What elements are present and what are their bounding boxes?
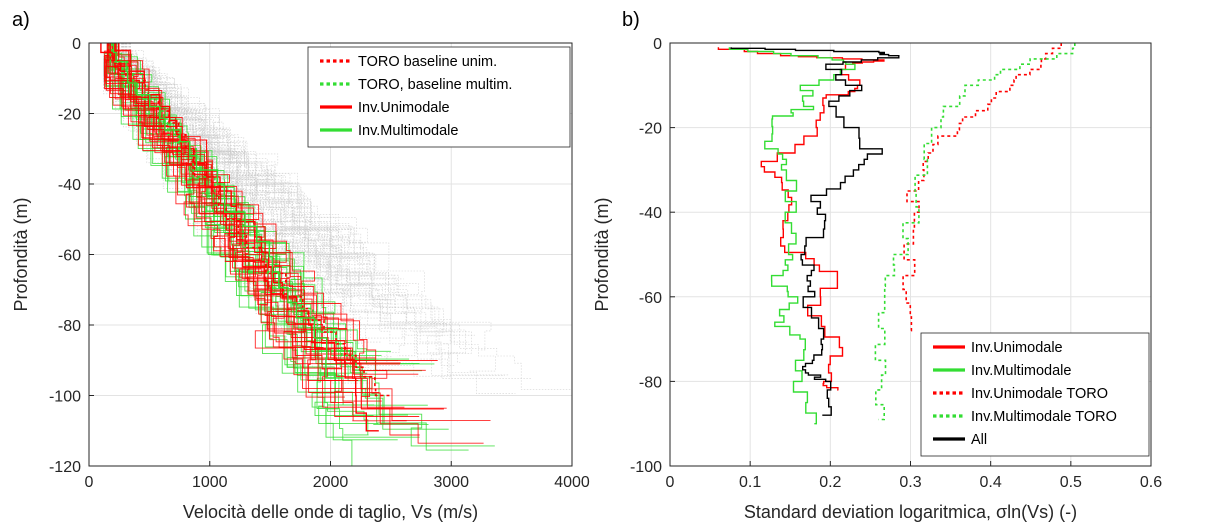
- y-tick-label: -40: [639, 205, 662, 222]
- series-line-2: [902, 43, 1062, 332]
- panel-label: b): [622, 9, 640, 31]
- legend-entry: Inv.Multimodale: [971, 363, 1071, 379]
- y-tick-label: -100: [630, 459, 662, 476]
- y-tick-label: -20: [639, 121, 662, 138]
- series-line-1: [109, 43, 361, 369]
- x-tick-label: 0: [666, 474, 675, 491]
- ensemble-profile: [113, 43, 375, 284]
- ensemble-profile: [123, 43, 371, 265]
- ensemble-profile: [122, 43, 492, 351]
- ensemble-profile: [103, 43, 360, 254]
- legend-entry: Inv.Unimodale TORO: [971, 386, 1108, 402]
- ensemble-profile: [103, 43, 441, 327]
- legend-entry: All: [971, 432, 987, 448]
- chart-panel-b: 0 0.1 0.2 0.3 0.4 0.5 0.6 0 -20 -40 -60 -80 -100 Stan…: [592, 9, 1162, 522]
- x-tick-label: 0.6: [1140, 474, 1162, 491]
- x-tick-label: 0.5: [1060, 474, 1082, 491]
- y-tick-label: -60: [639, 290, 662, 307]
- ensemble-profile: [113, 43, 325, 321]
- y-tick-label: -100: [49, 389, 81, 406]
- x-tick-label: 0.1: [739, 474, 761, 491]
- ensemble-profile: [114, 43, 365, 287]
- ensemble-profile: [106, 43, 401, 328]
- panel-label: a): [12, 9, 30, 31]
- legend-entry: Inv.Multimodale: [358, 123, 458, 139]
- ensemble-profile: [121, 43, 572, 390]
- legend-entry: TORO, baseline multim.: [358, 77, 512, 93]
- y-axis-label: Profondità (m): [592, 197, 612, 311]
- x-tick-label: 2000: [313, 474, 349, 491]
- ensemble-profile: [107, 43, 450, 360]
- y-tick-label: -60: [58, 248, 81, 265]
- inversion-profile: [104, 43, 400, 365]
- axes-frame: [88, 42, 573, 467]
- x-tick-label: 0.2: [819, 474, 841, 491]
- ensemble-profile: [111, 43, 350, 246]
- x-axis-label: Velocità delle onde di taglio, Vs (m/s): [183, 502, 478, 522]
- ensemble-profile: [103, 43, 337, 286]
- inversion-profile: [113, 43, 444, 410]
- ensemble-profile: [105, 43, 496, 372]
- x-tick-label: 0.3: [899, 474, 921, 491]
- x-tick-label: 1000: [192, 474, 228, 491]
- y-tick-label: 0: [72, 36, 81, 53]
- x-tick-label: 3000: [433, 474, 469, 491]
- inversion-profile: [109, 43, 359, 381]
- y-tick-label: -20: [58, 107, 81, 124]
- ensemble-profile: [103, 43, 404, 280]
- data-layer: [717, 43, 1076, 425]
- legend-entry: Inv.Unimodale: [971, 340, 1063, 356]
- inversion-profile: [106, 43, 419, 375]
- y-axis-label: Profondità (m): [11, 197, 31, 311]
- series-line-0: [717, 47, 885, 391]
- axes-frame: [669, 42, 1152, 467]
- ensemble-profile: [121, 43, 509, 376]
- ensemble-profile: [103, 43, 429, 330]
- ensemble-profile: [107, 43, 374, 384]
- ensemble-profile: [118, 43, 516, 394]
- legend-entry: Inv.Unimodale: [358, 100, 450, 116]
- series-line-4: [730, 47, 900, 416]
- legend-entry: Inv.Multimodale TORO: [971, 409, 1117, 425]
- ensemble-profile: [122, 43, 407, 339]
- ensemble-profile: [103, 43, 452, 377]
- inversion-profile: [106, 43, 382, 402]
- series-line-1: [728, 47, 856, 425]
- inversion-profile: [114, 43, 484, 444]
- x-tick-label: 0.4: [980, 474, 1002, 491]
- y-tick-label: 0: [653, 36, 662, 53]
- y-tick-label: -80: [639, 374, 662, 391]
- chart-panel-a: 0 1000 2000 3000 4000 0 -20 -40 -60 -80 -100 -120 Ve…: [11, 9, 590, 522]
- y-tick-label: -80: [58, 318, 81, 335]
- inversion-profile: [109, 43, 407, 422]
- legend: TORO baseline unim. TORO, baseline multim…: [307, 46, 571, 148]
- series-line-3: [112, 43, 343, 379]
- x-axis-label: Standard deviation logaritmica, σln(Vs) …: [744, 502, 1077, 522]
- legend-entry: TORO baseline unim.: [358, 54, 497, 70]
- x-tick-label: 0: [85, 474, 94, 491]
- inversion-profile: [104, 43, 405, 408]
- data-layer: [100, 43, 572, 466]
- ensemble-profile: [114, 43, 445, 350]
- y-tick-label: -40: [58, 177, 81, 194]
- y-tick-label: -120: [49, 459, 81, 476]
- x-tick-label: 4000: [554, 474, 590, 491]
- legend: Inv.Unimodale Inv.Multimodale Inv.Unimodal…: [920, 332, 1150, 457]
- series-line-3: [874, 43, 1076, 421]
- inversion-profile: [105, 43, 401, 364]
